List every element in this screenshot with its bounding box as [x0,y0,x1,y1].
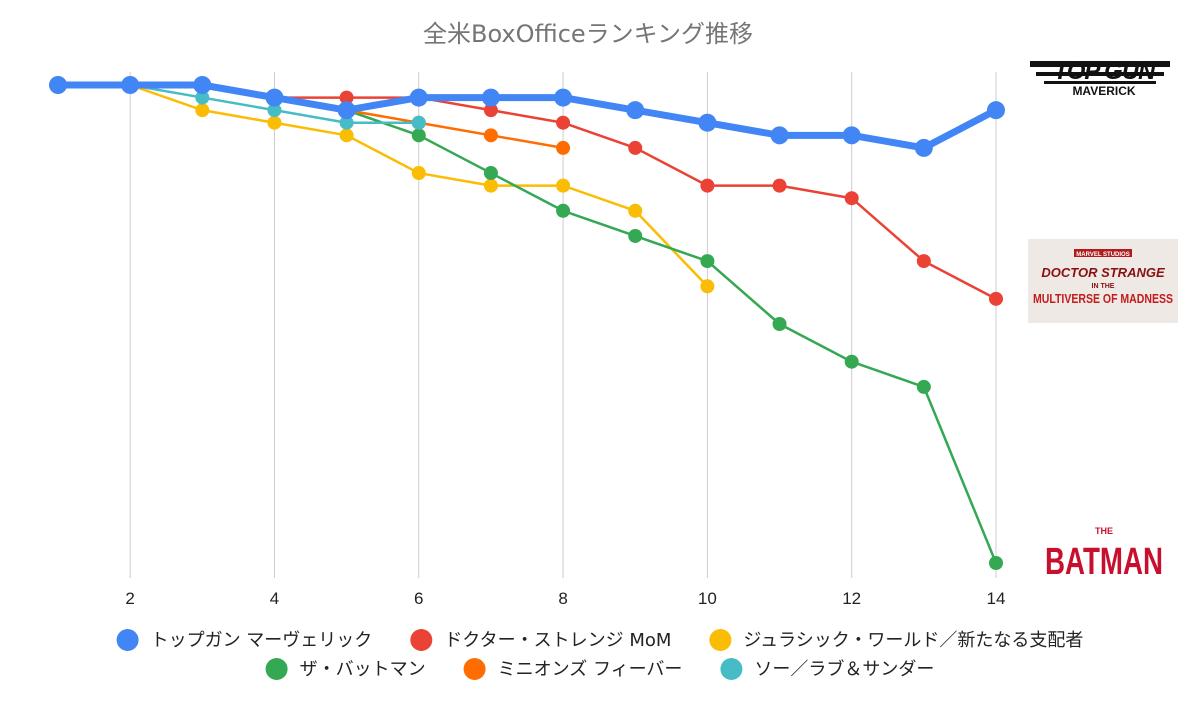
data-point [411,115,426,130]
series-3 [195,78,1003,570]
series-line [54,81,1000,152]
data-point [844,191,859,206]
data-point [267,103,282,118]
legend-swatch [116,629,139,651]
series-line [273,96,998,301]
data-point [698,113,717,132]
chart-title: 全米BoxOfficeランキング推移 [423,20,753,48]
legend-item: ソー／ラブ＆サンダー [720,658,934,680]
data-point [556,178,571,193]
x-tick-label: 6 [414,589,423,608]
grid [129,72,997,578]
x-tick-label: 12 [842,589,861,608]
x-axis: 2 4 6 8 10 12 14 [125,589,1005,608]
legend-label: ソー／ラブ＆サンダー [754,658,934,680]
data-point [195,103,210,118]
legend-label: ジュラシック・ワールド／新たなる支配者 [743,630,1083,651]
data-point [339,115,354,130]
data-point [265,88,284,107]
data-point [772,178,787,193]
data-point [121,76,140,94]
data-point [483,178,498,193]
data-point [700,178,715,193]
data-point [770,126,789,145]
data-point [987,101,1005,120]
legend-item: トップガン マーヴェリック [116,629,373,651]
data-point [700,279,715,294]
batman-title: BATMAN [1045,541,1163,583]
doctor-strange-logo: MARVEL STUDIOS DOCTOR STRANGE IN THE MUL… [1028,239,1178,323]
data-point [842,126,861,145]
topgun-wing-mid [1036,72,1164,76]
data-point [339,128,354,143]
data-point [556,203,571,218]
series-line [201,83,998,565]
data-point [409,88,428,107]
strange-in-the: IN THE [1092,283,1115,290]
topgun-title: TOP GUN [1053,58,1156,85]
x-tick-label: 14 [987,589,1006,608]
data-point [483,128,498,143]
data-point [916,379,931,394]
batman-logo: THE BATMAN [1045,526,1163,583]
x-tick-label: 8 [558,589,567,608]
data-point [339,90,354,105]
data-point [411,166,426,181]
data-point [628,228,643,243]
data-point [554,88,573,107]
legend-swatch [410,629,433,651]
data-point [914,138,933,157]
topgun-logo: TOP GUN MAVERICK [1030,58,1170,98]
legend-swatch [720,658,743,680]
data-point [195,90,210,105]
data-point [49,76,67,94]
legend-item: ジュラシック・ワールド／新たなる支配者 [709,629,1083,651]
legend-swatch [463,658,486,680]
data-point [916,254,931,269]
x-tick-label: 4 [270,589,279,608]
data-point [628,203,643,218]
data-point [626,101,645,120]
legend: トップガン マーヴェリック ドクター・ストレンジ MoM ジュラシック・ワールド／新… [116,629,1083,680]
data-point [193,76,212,94]
topgun-wing-left [1030,61,1170,67]
legend-label: ドクター・ストレンジ MoM [444,630,671,651]
data-point [556,115,571,130]
legend-swatch [709,629,732,651]
legend-item: ドクター・ストレンジ MoM [410,629,671,651]
data-point [772,317,787,331]
marvel-studios-text: MARVEL STUDIOS [1076,252,1129,258]
legend-item: ミニオンズ フィーバー [463,658,683,680]
data-point [411,128,426,143]
series-0 [49,76,1005,157]
topgun-subtitle: MAVERICK [1072,84,1135,98]
strange-subtitle: MULTIVERSE OF MADNESS [1033,291,1173,306]
data-point [556,140,571,155]
legend-item: ザ・バットマン [265,658,426,680]
data-point [989,556,1003,570]
data-point [267,115,282,130]
legend-label: ザ・バットマン [300,659,426,680]
data-point [989,291,1003,306]
data-point [844,354,859,369]
data-point [628,140,643,155]
data-point [483,103,498,118]
plot-area [49,76,1005,570]
data-point [337,101,356,120]
x-tick-label: 10 [698,589,717,608]
data-point [481,88,500,107]
legend-label: トップガン マーヴェリック [151,630,373,651]
batman-the: THE [1095,526,1113,536]
data-point [700,254,715,269]
legend-label: ミニオンズ フィーバー [498,659,683,680]
strange-title: DOCTOR STRANGE [1041,265,1165,280]
legend-swatch [265,658,288,680]
x-tick-label: 2 [125,589,134,608]
marvel-badge [1074,249,1132,257]
data-point [483,166,498,181]
topgun-wing-low [1044,81,1156,84]
